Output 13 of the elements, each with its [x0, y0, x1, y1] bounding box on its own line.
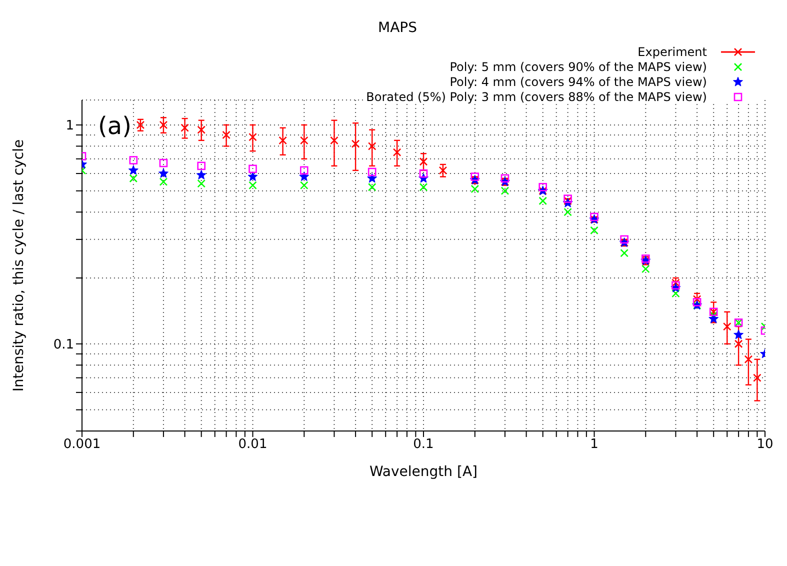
legend-label: Borated (5%) Poly: 3 mm (covers 88% of the MAPS view) — [366, 90, 707, 104]
x-tick-label: 10 — [756, 437, 774, 452]
x-tick-label: 0.1 — [413, 437, 434, 452]
legend-label: Poly: 5 mm (covers 90% of the MAPS view) — [450, 60, 707, 74]
x-tick-label: 0.01 — [238, 437, 268, 452]
x-tick-label: 0.001 — [63, 437, 101, 452]
y-axis-title: Intensity ratio, this cycle / last cycle — [10, 139, 27, 392]
chart-title: MAPS — [377, 19, 418, 38]
x-axis-title: Wavelength [A] — [369, 464, 478, 480]
x-tick-label: 1 — [590, 437, 598, 452]
legend-label: Experiment — [638, 44, 707, 58]
annotation: (a) — [96, 112, 134, 140]
legend-label: Poly: 4 mm (covers 94% of the MAPS view) — [450, 74, 707, 88]
